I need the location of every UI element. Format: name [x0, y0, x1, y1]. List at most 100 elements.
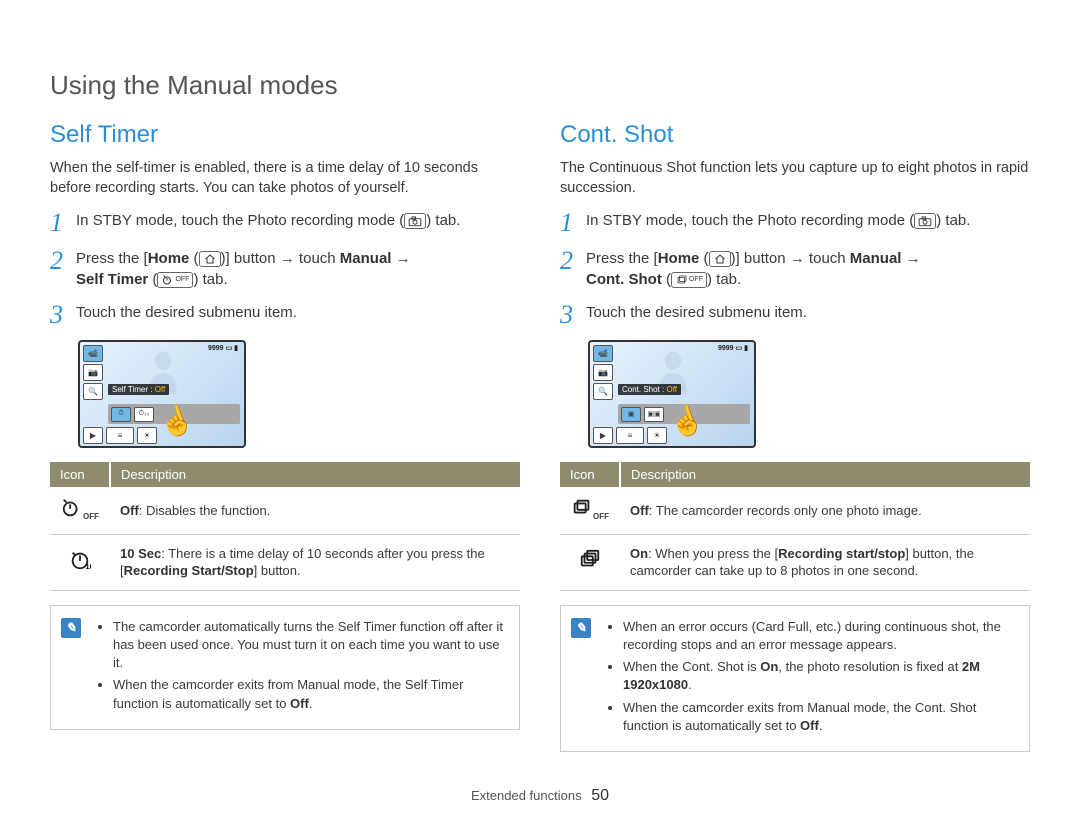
self-timer-notes: ✎ The camcorder automatically turns the …	[50, 605, 520, 730]
text: ) tab.	[426, 212, 460, 229]
footer-section: Extended functions	[471, 788, 582, 803]
page-title: Using the Manual modes	[50, 70, 1030, 101]
text: Press the [	[586, 250, 658, 267]
step-text: Touch the desired submenu item.	[586, 302, 1030, 323]
play-btn: ▶	[593, 427, 613, 444]
text: Press the [	[76, 250, 148, 267]
text: Recording start/stop	[778, 546, 905, 561]
counter: 9999	[718, 345, 734, 352]
text: : The camcorder records only one photo i…	[649, 503, 922, 518]
text: Off	[630, 503, 649, 518]
step-text: In STBY mode, touch the Photo recording …	[586, 210, 1030, 231]
self-timer-steps: 1 In STBY mode, touch the Photo recordin…	[50, 210, 520, 328]
text: Self Timer	[76, 271, 148, 288]
icon-cell: OFF	[50, 487, 110, 534]
self-timer-screenshot: 9999 ▭ ▮ 📹 📷 🔍 Self Timer : Off ⏱ ⏱₁₀ ▶ …	[78, 340, 246, 448]
text: Self Timer :	[112, 385, 155, 394]
self-timer-intro: When the self-timer is enabled, there is…	[50, 159, 520, 198]
text: 10 Sec	[120, 546, 161, 561]
text: Off	[290, 696, 309, 711]
table-header: Icon	[50, 462, 110, 487]
table-header: Description	[110, 462, 520, 487]
cont-shot-off-icon: OFF	[671, 272, 707, 288]
note-icon: ✎	[61, 618, 81, 638]
text: Cont. Shot :	[622, 385, 666, 394]
option-btn: ⏱	[111, 407, 131, 422]
text: Recording Start/Stop	[124, 563, 254, 578]
text: ] button.	[254, 563, 301, 578]
text: When the camcorder exits from Manual mod…	[113, 677, 463, 710]
status-bar: 9999 ▭ ▮	[718, 344, 748, 352]
text: touch	[805, 250, 850, 267]
mode-btn: 📹	[83, 345, 103, 362]
step-text: Press the [Home ( )] button → touch Manua…	[76, 248, 520, 290]
text: Off	[155, 385, 166, 394]
step-number: 2	[50, 248, 76, 274]
text: touch	[295, 250, 340, 267]
page-footer: Extended functions 50	[0, 787, 1080, 805]
icon-sub: OFF	[593, 512, 609, 521]
text: In STBY mode, touch the Photo recording …	[76, 212, 404, 229]
text: On	[760, 659, 778, 674]
note-item: When the camcorder exits from Manual mod…	[113, 676, 505, 712]
cont-shot-notes: ✎ When an error occurs (Card Full, etc.)…	[560, 605, 1030, 752]
play-btn: ▶	[83, 427, 103, 444]
option-btn: ▣	[621, 407, 641, 422]
table-row: 10 10 Sec: There is a time delay of 10 s…	[50, 534, 520, 590]
mode-btn: 📷	[593, 364, 613, 381]
ev-btn: ☀	[647, 427, 667, 444]
zoom-btn: 🔍	[593, 383, 613, 400]
text: (	[699, 250, 708, 267]
camera-icon	[914, 213, 936, 229]
arrow-icon: →	[280, 250, 295, 267]
arrow-icon: →	[790, 250, 805, 267]
arrow-icon: →	[906, 250, 921, 267]
text: )] button	[221, 250, 280, 267]
step-number: 2	[560, 248, 586, 274]
two-column-layout: Self Timer When the self-timer is enable…	[50, 121, 1030, 752]
menu-btn: ≡	[106, 427, 134, 444]
step-text: In STBY mode, touch the Photo recording …	[76, 210, 520, 231]
camera-icon	[404, 213, 426, 229]
desc-cell: 10 Sec: There is a time delay of 10 seco…	[110, 534, 520, 590]
mode-btn: 📹	[593, 345, 613, 362]
text: Home	[658, 250, 700, 267]
text: .	[819, 718, 823, 733]
step-number: 1	[50, 210, 76, 236]
step-text: Touch the desired submenu item.	[76, 302, 520, 323]
text: ) tab.	[936, 212, 970, 229]
step-number: 1	[560, 210, 586, 236]
table-row: On: When you press the [Recording start/…	[560, 534, 1030, 590]
text: (	[189, 250, 198, 267]
text: Off	[120, 503, 139, 518]
step-number: 3	[50, 302, 76, 328]
text: Cont. Shot	[586, 271, 662, 288]
desc-cell: Off: The camcorder records only one phot…	[620, 487, 1030, 534]
icon-cell: 10	[50, 534, 110, 590]
osd-label: Cont. Shot : Off	[618, 384, 681, 395]
text: Home	[148, 250, 190, 267]
svg-text:10: 10	[86, 562, 92, 571]
text: When the Cont. Shot is	[623, 659, 760, 674]
note-item: When the camcorder exits from Manual mod…	[623, 699, 1015, 735]
self-timer-table: Icon Description OFF Off: Disables the f…	[50, 462, 520, 591]
left-column: Self Timer When the self-timer is enable…	[50, 121, 520, 752]
icon-cell: OFF	[560, 487, 620, 534]
step-text: Press the [Home ()] button → touch Manua…	[586, 248, 1030, 290]
text: .	[309, 696, 313, 711]
ev-btn: ☀	[137, 427, 157, 444]
right-column: Cont. Shot The Continuous Shot function …	[560, 121, 1030, 752]
text: (	[662, 271, 671, 288]
text: Off	[666, 385, 677, 394]
text: : When you press the [	[648, 546, 778, 561]
text: .	[688, 677, 692, 692]
table-row: OFF Off: The camcorder records only one …	[560, 487, 1030, 534]
cont-shot-steps: 1 In STBY mode, touch the Photo recordin…	[560, 210, 1030, 328]
text: On	[630, 546, 648, 561]
timer-off-icon: OFF	[157, 272, 193, 288]
arrow-icon: →	[396, 250, 411, 267]
text: Manual	[340, 250, 392, 267]
cont-shot-heading: Cont. Shot	[560, 121, 1030, 149]
desc-cell: Off: Disables the function.	[110, 487, 520, 534]
note-item: The camcorder automatically turns the Se…	[113, 618, 505, 673]
